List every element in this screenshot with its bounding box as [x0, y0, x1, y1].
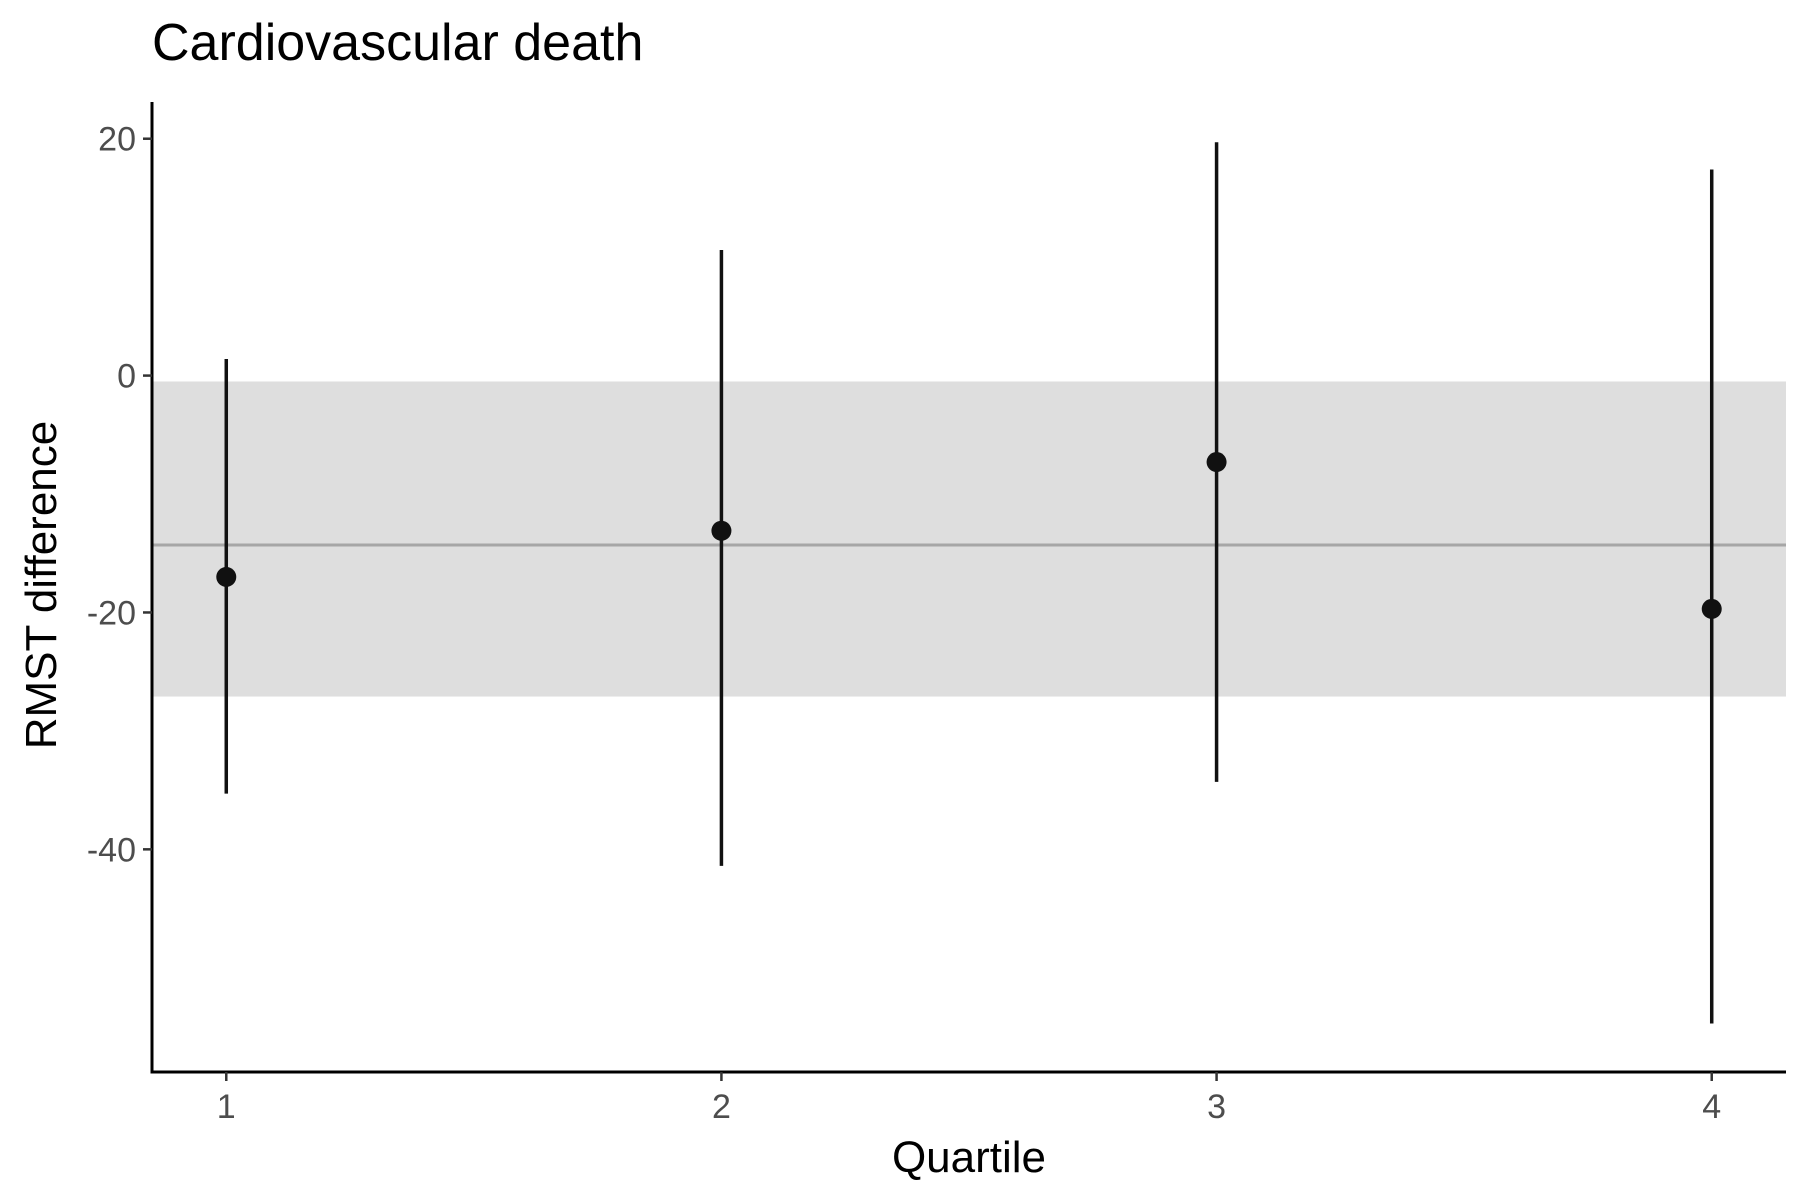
x-axis-title: Quartile [892, 1133, 1046, 1182]
x-tick-label: 1 [217, 1088, 236, 1126]
y-tick-label: 0 [117, 358, 136, 396]
data-point [216, 566, 237, 587]
data-point [711, 520, 732, 541]
x-tick-label: 4 [1702, 1088, 1721, 1126]
axes: 20 0 -20 -40 1 2 3 4 [87, 102, 1786, 1126]
x-tick-label: 2 [712, 1088, 731, 1126]
data-point [1701, 598, 1722, 619]
pooled-ci-band-layer [152, 381, 1786, 697]
x-tick-label: 3 [1207, 1088, 1226, 1126]
chart-title: Cardiovascular death [152, 14, 643, 72]
data-point [1206, 452, 1227, 473]
y-tick-label: 20 [98, 121, 136, 159]
y-tick-label: -40 [87, 831, 136, 869]
y-axis-title: RMST difference [17, 421, 66, 750]
pooled-ci-band [152, 381, 1786, 697]
data-layer [216, 142, 1722, 1024]
y-tick-label: -20 [87, 594, 136, 632]
